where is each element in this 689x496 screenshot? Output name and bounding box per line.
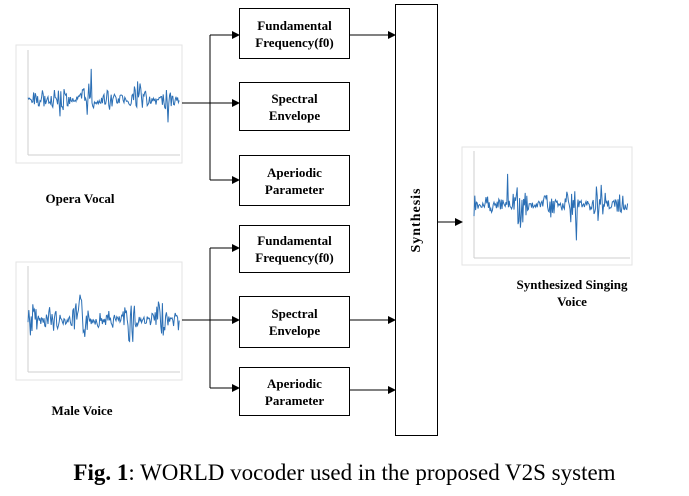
output-label-line1: Synthesized Singing <box>516 277 628 292</box>
opera-spectral-envelope-box: Spectral Envelope <box>239 82 350 131</box>
box-label-line2: Parameter <box>264 392 325 408</box>
box-label-line2: Parameter <box>264 181 325 197</box>
male-f0-box: Fundamental Frequency(f0) <box>239 225 350 273</box>
box-label-line2: Envelope <box>268 323 321 338</box>
opera-vocal-label: Opera Vocal <box>45 191 115 206</box>
opera-vocal-waveform <box>15 44 183 164</box>
box-label-line1: Spectral <box>271 90 318 106</box>
caption-prefix: Fig. 1 <box>73 460 129 485</box>
synthesis-connectors <box>350 31 463 394</box>
male-aperiodic-box: Aperiodic Parameter <box>239 367 350 416</box>
opera-aperiodic-box: Aperiodic Parameter <box>239 155 350 206</box>
box-label-line2: Frequency(f0) <box>255 34 334 50</box>
synthesis-block: Synthesis <box>395 4 438 436</box>
box-label-line1: Spectral <box>271 306 318 321</box>
opera-f0-box: Fundamental Frequency(f0) <box>239 8 350 59</box>
box-label-line2: Envelope <box>268 107 321 123</box>
box-label-line1: Aperiodic <box>267 164 322 180</box>
synthesis-label: Synthesis <box>408 187 424 253</box>
male-connectors <box>182 244 240 392</box>
box-label-line1: Fundamental <box>257 17 332 33</box>
male-voice-label: Male Voice <box>51 403 113 418</box>
box-label-line1: Fundamental <box>257 233 332 248</box>
output-label: Synthesized Singing Voice <box>497 276 647 310</box>
opera-connectors <box>182 31 240 184</box>
synthesized-voice-waveform <box>461 146 633 266</box>
male-spectral-envelope-box: Spectral Envelope <box>239 296 350 348</box>
male-voice-waveform <box>15 261 183 381</box>
caption-text: : WORLD vocoder used in the proposed V2S… <box>128 460 616 485</box>
box-label-line1: Aperiodic <box>267 375 322 391</box>
output-label-line2: Voice <box>557 294 587 309</box>
box-label-line2: Frequency(f0) <box>255 250 334 265</box>
figure-caption: Fig. 1: WORLD vocoder used in the propos… <box>0 460 689 486</box>
